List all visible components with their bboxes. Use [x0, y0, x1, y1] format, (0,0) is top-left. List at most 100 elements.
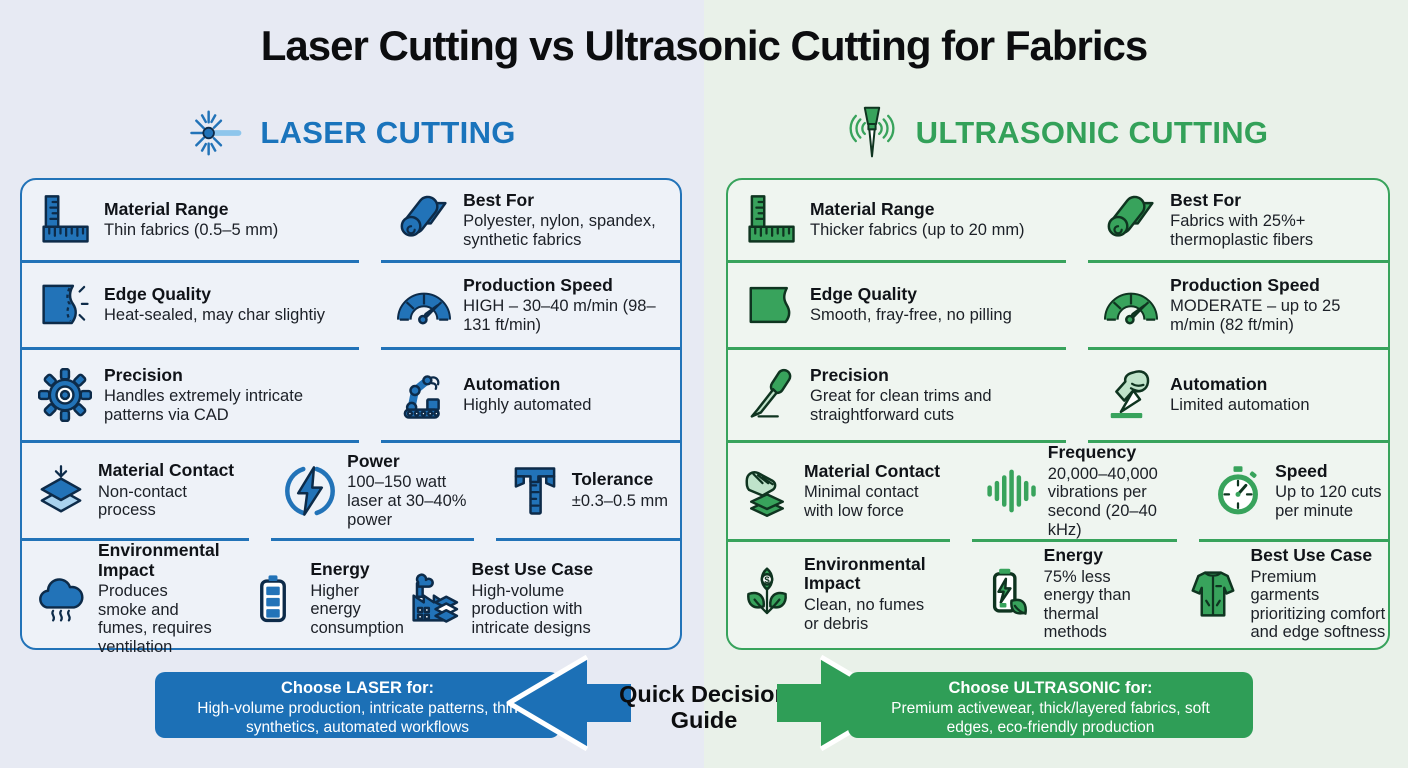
feature-desc: High-volume production with intricate de…: [471, 581, 591, 637]
feature-title: Material Contact: [804, 460, 941, 481]
feature-desc: Heat-sealed, may char slightiy: [104, 306, 326, 325]
cell-laser-tolerance: Tolerance ±0.3–0.5 mm: [495, 443, 680, 541]
feature-desc: 20,000–40,000 vibrations per second (20–…: [1047, 464, 1158, 539]
ruler-square-icon: [37, 191, 93, 249]
feature-desc: Up to 120 cuts per minute: [1275, 483, 1382, 520]
fabric-roll-icon: [396, 191, 452, 249]
laser-section-header: LASER CUTTING: [0, 96, 704, 170]
feature-title: Environmental Impact: [98, 540, 220, 580]
feature-title: Speed: [1275, 460, 1328, 481]
cell-ultra-precision: Precision Great for clean trims and stra…: [728, 350, 1067, 443]
stopwatch-icon: [1210, 462, 1266, 520]
cell-ultra-material-contact: Material Contact Minimal contact with lo…: [728, 443, 950, 543]
cell-ultra-best-use-case: Best Use Case Premium garments prioritiz…: [1174, 541, 1388, 647]
laser-panel: Material Range Thin fabrics (0.5–5 mm) B…: [20, 178, 682, 656]
cell-ultra-production-speed: Production Speed MODERATE – up to 25 m/m…: [1088, 263, 1388, 350]
feature-title: Material Contact: [98, 460, 235, 481]
cell-laser-material-contact: Material Contact Non-contact process: [22, 443, 250, 541]
ultrasonic-panel: Material Range Thicker fabrics (up to 20…: [726, 178, 1390, 650]
cell-laser-environmental-impact: Environmental Impact Produces smoke and …: [22, 540, 220, 657]
ultrasonic-horn-icon: [844, 104, 900, 162]
hand-layers-icon: [739, 462, 795, 520]
feature-title: Precision: [104, 364, 183, 385]
feature-desc: Thicker fabrics (up to 20 mm): [810, 221, 1025, 240]
feature-desc: ±0.3–0.5 mm: [571, 491, 668, 510]
feature-title: Production Speed: [1170, 274, 1320, 295]
handheld-cutter-icon: [1103, 366, 1159, 424]
feature-title: Best Use Case: [1250, 544, 1373, 565]
cell-laser-best-use-case: Best Use Case High-volume production wit…: [396, 541, 681, 657]
cell-ultra-speed: Speed Up to 120 cuts per minute: [1199, 443, 1388, 543]
ultrasonic-section-title: ULTRASONIC CUTTING: [915, 115, 1269, 150]
left-arrow-icon: [506, 655, 631, 751]
feature-desc: HIGH – 30–40 m/min (98–131 ft/min): [463, 297, 656, 334]
choose-laser-desc: High-volume production, intricate patter…: [197, 699, 518, 736]
choose-ultrasonic-box: Choose ULTRASONIC for: Premium activewea…: [848, 672, 1253, 738]
feature-desc: Great for clean trims and straightforwar…: [810, 387, 992, 424]
ruler-square-icon: [743, 191, 799, 249]
feature-desc: Thin fabrics (0.5–5 mm): [104, 221, 279, 240]
feature-desc: Produces smoke and fumes, requires venti…: [98, 582, 212, 657]
feature-title: Environmental Impact: [804, 553, 926, 594]
cell-laser-edge-quality: Edge Quality Heat-sealed, may char sligh…: [22, 263, 360, 350]
svg-text:$: $: [764, 575, 770, 586]
feature-title: Best For: [463, 189, 535, 210]
feature-desc: Minimal contact with low force: [804, 483, 919, 520]
layers-contact-icon: [33, 462, 89, 520]
feature-desc: Limited automation: [1170, 396, 1310, 415]
caliper-icon: [507, 462, 563, 520]
cell-laser-energy: Energy Higher energy consumption: [234, 541, 404, 657]
feature-title: Edge Quality: [104, 283, 211, 304]
fabric-roll-icon: [1103, 191, 1159, 249]
feature-title: Energy: [1043, 544, 1103, 565]
feature-desc: Handles extremely intricate patterns via…: [104, 387, 303, 424]
cell-ultra-environmental-impact: $ Environmental Impact Clean, no fumes o…: [728, 541, 946, 647]
quick-decision-guide-label: Quick Decision Guide: [617, 681, 791, 734]
feature-desc: 100–150 watt laser at 30–40% power: [347, 473, 467, 529]
feature-desc: Highly automated: [463, 396, 592, 415]
cell-ultra-material-range: Material Range Thicker fabrics (up to 20…: [728, 180, 1067, 263]
feature-title: Automation: [463, 373, 561, 394]
feature-title: Production Speed: [463, 274, 613, 295]
feature-title: Best For: [1170, 189, 1242, 210]
cell-ultra-energy: Energy 75% less energy than thermal meth…: [968, 541, 1153, 647]
factory-icon: [407, 570, 463, 628]
laser-burst-icon: [188, 104, 244, 162]
feature-desc: MODERATE – up to 25 m/min (82 ft/min): [1170, 297, 1341, 334]
feature-desc: Non-contact process: [98, 482, 187, 520]
feature-desc: Fabrics with 25%+ thermoplastic fibers: [1170, 212, 1314, 249]
choose-ultrasonic-title: Choose ULTRASONIC for:: [948, 679, 1153, 697]
feature-title: Edge Quality: [810, 283, 917, 304]
fabric-square-icon: [743, 276, 799, 334]
feature-desc: Premium garments prioritizing comfort an…: [1250, 567, 1386, 642]
feature-title: Automation: [1170, 373, 1268, 394]
soundwave-icon: [983, 462, 1039, 520]
feature-title: Power: [347, 450, 400, 471]
feature-title: Material Range: [104, 198, 229, 219]
cell-ultra-frequency: Frequency 20,000–40,000 vibrations per s…: [971, 442, 1178, 543]
cell-ultra-best-for: Best For Fabrics with 25%+ thermoplastic…: [1088, 180, 1388, 263]
smoke-cloud-icon: [33, 570, 89, 628]
jacket-icon: [1185, 565, 1241, 623]
cell-laser-precision: Precision Handles extremely intricate pa…: [22, 350, 360, 443]
power-bolt-icon: [282, 462, 338, 520]
speedometer-icon: [1103, 276, 1159, 334]
speedometer-icon: [396, 276, 452, 334]
cell-laser-production-speed: Production Speed HIGH – 30–40 m/min (98–…: [381, 263, 680, 350]
cell-laser-automation: Automation Highly automated: [381, 350, 680, 443]
feature-title: Precision: [810, 364, 889, 385]
cell-laser-best-for: Best For Polyester, nylon, spandex, synt…: [381, 180, 680, 263]
robot-arm-icon: [396, 366, 452, 424]
feature-desc: Polyester, nylon, spandex, synthetic fab…: [463, 212, 656, 249]
gear-icon: [37, 366, 93, 424]
choose-ultrasonic-desc: Premium activewear, thick/layered fabric…: [891, 699, 1210, 736]
fabric-edge-icon: [37, 276, 93, 334]
page-title: Laser Cutting vs Ultrasonic Cutting for …: [260, 22, 1148, 69]
feature-desc: Smooth, fray-free, no pilling: [810, 306, 1012, 325]
choose-laser-box: Choose LASER for: High-volume production…: [155, 672, 560, 738]
battery-leaf-icon: [979, 565, 1035, 623]
feature-desc: Higher energy consumption: [310, 581, 404, 637]
cell-ultra-edge-quality: Edge Quality Smooth, fray-free, no pilli…: [728, 263, 1067, 350]
laser-section-title: LASER CUTTING: [260, 115, 516, 150]
